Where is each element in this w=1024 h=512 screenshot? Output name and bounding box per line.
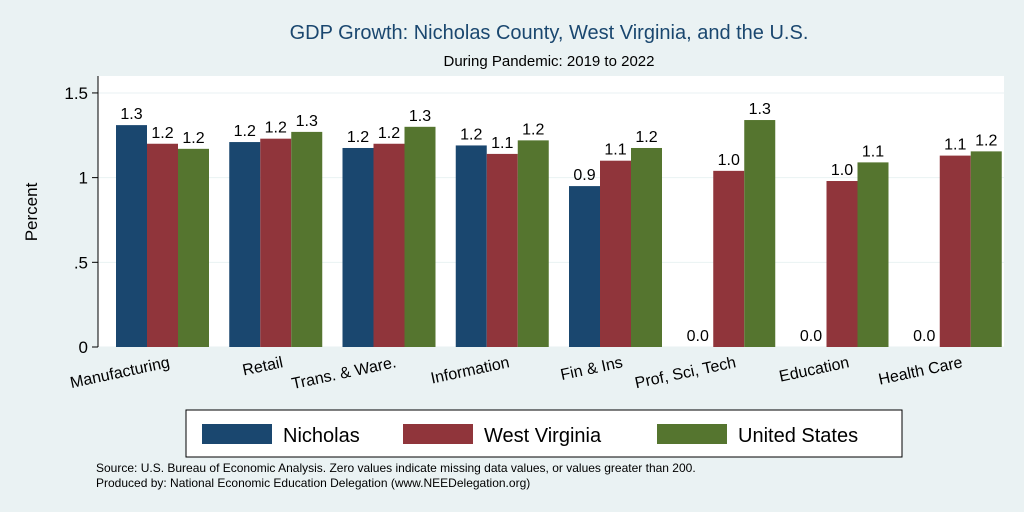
data-label: 0.0 [800,328,822,345]
data-label: 1.2 [265,120,287,137]
bar [600,160,631,347]
bar [455,145,487,347]
data-label: 1.2 [460,126,482,143]
data-label: 1.2 [975,132,997,149]
x-tick-label: Information [429,354,511,387]
bar [291,131,323,347]
data-label: 1.3 [296,113,318,130]
data-label: 1.2 [378,125,400,142]
data-label: 1.2 [234,123,256,140]
bar [116,125,147,348]
data-label: 0.0 [913,328,935,345]
bar [229,142,261,347]
x-tick-label: Fin & Ins [559,354,624,384]
legend-swatch-west-virginia [403,424,473,444]
x-tick-label: Manufacturing [69,354,172,392]
legend-label-west-virginia: West Virginia [484,425,602,447]
bar [373,143,405,347]
bar [970,151,1002,347]
legend-label-nicholas: Nicholas [283,425,360,447]
bar [857,162,889,347]
bar [486,153,518,347]
bars [116,120,1002,348]
bar [631,147,662,347]
data-labels: 1.3 1.2 1.2 1.2 1.2 1.3 1.2 1.2 1.3 1.2 1.1 1.2 0.9 1… [120,101,997,345]
x-tick-label: Prof, Sci, Tech [633,354,737,392]
legend-label-united-states: United States [738,425,858,447]
legend: Nicholas West Virginia United States [185,409,903,458]
chart-title: GDP Growth: Nicholas County, West Virgin… [290,22,809,44]
chart-subtitle: During Pandemic: 2019 to 2022 [444,53,655,70]
data-label: 1.2 [151,125,173,142]
bar [342,147,374,347]
bar [260,138,292,347]
bar [744,120,776,347]
data-label: 1.2 [522,121,544,138]
data-label: 1.1 [491,135,513,152]
y-axis-label: Percent [22,182,41,241]
bar [404,126,436,347]
y-tick-label: 0 [79,338,88,357]
x-tick-label: Health Care [877,354,964,388]
data-label: 1.2 [635,129,657,146]
data-label: 1.0 [718,152,740,169]
data-label: 1.1 [862,143,884,160]
data-label: 1.3 [409,108,431,125]
produced-by-note: Produced by: National Economic Education… [96,476,530,490]
y-tick-label: 1.5 [64,84,88,103]
source-note: Source: U.S. Bureau of Economic Analysis… [96,461,696,475]
data-label: 1.3 [749,101,771,118]
y-tick-label: .5 [74,253,88,272]
data-label: 0.0 [687,328,709,345]
data-label: 1.1 [944,137,966,154]
y-axis: 0 .5 1 1.5 [64,76,99,357]
x-tick-label: Education [778,354,851,385]
bar [713,170,745,347]
y-tick-label: 1 [79,169,88,188]
data-label: 1.3 [120,106,142,123]
data-label: 1.1 [604,142,626,159]
data-label: 0.9 [573,167,595,184]
x-tick-label: Trans. & Ware. [290,354,398,393]
data-label: 1.0 [831,162,853,179]
bar [939,155,971,347]
x-tick-label: Retail [241,354,285,379]
data-label: 1.2 [182,130,204,147]
bar [517,140,549,347]
bar [569,186,600,347]
legend-swatch-nicholas [202,424,272,444]
x-axis: Manufacturing Retail Trans. & Ware. Informa… [69,354,965,393]
bar [178,148,209,347]
legend-swatch-united-states [657,424,727,444]
bar [826,181,858,347]
data-label: 1.2 [347,129,369,146]
legend-frame [185,409,903,458]
bar [147,143,178,347]
